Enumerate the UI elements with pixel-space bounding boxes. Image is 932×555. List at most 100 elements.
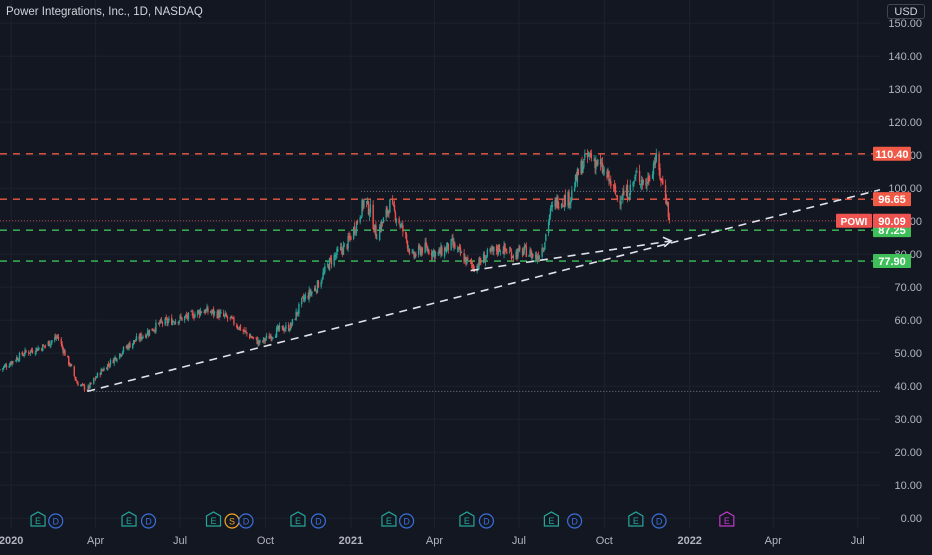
candle-down	[668, 217, 670, 220]
candle-down	[404, 232, 407, 234]
candle-down	[589, 155, 592, 156]
candle-down	[198, 310, 201, 316]
candle-down	[28, 352, 30, 354]
candle-up	[23, 354, 25, 356]
dividend-marker[interactable]: D	[566, 513, 583, 529]
candle-up	[126, 345, 128, 348]
candle-down	[512, 255, 515, 258]
candle-down	[665, 198, 668, 205]
candle-up	[376, 238, 378, 240]
candle-down	[22, 355, 24, 357]
dividend-marker[interactable]: D	[651, 513, 667, 529]
candle-up	[69, 364, 72, 367]
candle-down	[102, 370, 104, 372]
earnings-letter: E	[386, 516, 392, 526]
dividend-marker[interactable]: D	[398, 513, 415, 529]
earnings-marker[interactable]: E	[381, 511, 397, 527]
currency-button[interactable]: USD	[887, 4, 925, 19]
time-tick-label: 2020	[0, 535, 23, 547]
candle-down	[537, 255, 540, 259]
dividend-marker[interactable]: D	[48, 513, 64, 529]
candle-up	[522, 251, 525, 255]
candle-up	[335, 255, 337, 257]
candle-down	[44, 345, 47, 347]
candle-up	[63, 350, 65, 354]
candle-down	[379, 225, 382, 231]
dividend-marker[interactable]: D	[478, 513, 495, 529]
candle-up	[4, 364, 7, 366]
candle-up	[244, 330, 246, 332]
candle-up	[567, 192, 569, 207]
candle-down	[101, 369, 103, 371]
candle-up	[503, 244, 505, 254]
candle-up	[203, 311, 205, 314]
candle-down	[381, 222, 384, 223]
earnings-letter: E	[464, 516, 470, 526]
candle-down	[341, 249, 344, 254]
earnings-marker[interactable]: E	[543, 511, 559, 527]
candle-up	[311, 291, 313, 294]
candle-up	[9, 363, 11, 366]
candle-up	[121, 352, 124, 355]
price-tick-label: 150.00	[888, 18, 922, 30]
candle-down	[239, 325, 242, 331]
symbol-tag	[836, 213, 872, 228]
earnings-marker[interactable]: E	[121, 511, 137, 527]
candle-down	[268, 335, 270, 339]
candle-up	[401, 224, 403, 226]
time-axis[interactable]: 2020 Apr Jul Oct 2021 Apr Jul Oct 2022 Apr Jul	[0, 535, 865, 547]
candle-up	[636, 171, 638, 173]
candle-up	[464, 257, 466, 262]
candle-up	[476, 265, 478, 272]
candle-up	[646, 185, 648, 187]
earnings-marker[interactable]: E	[205, 511, 222, 527]
candle-up	[342, 244, 345, 255]
candle-down	[577, 169, 580, 176]
candle-up	[288, 329, 291, 331]
candle-down	[372, 204, 374, 230]
event-badge	[238, 513, 254, 529]
trend-lines[interactable]	[87, 188, 881, 393]
candle-up	[554, 199, 556, 207]
candle-down	[664, 185, 667, 200]
candle-up	[642, 180, 644, 184]
candle-up	[484, 258, 487, 263]
candle-up	[210, 312, 213, 313]
time-tick-label: Jul	[851, 535, 865, 547]
dividend-marker[interactable]: D	[310, 513, 326, 529]
candle-down	[154, 329, 156, 332]
earnings-marker[interactable]: E	[719, 511, 735, 527]
candle-up	[620, 200, 622, 205]
candle-up	[339, 247, 342, 250]
candle-up	[324, 266, 326, 272]
candle-up	[414, 253, 416, 258]
candle-up	[145, 334, 148, 337]
candle-up	[47, 341, 49, 346]
earnings-badge	[381, 511, 397, 527]
dividend-marker[interactable]: D	[140, 513, 157, 529]
candle-up	[141, 337, 143, 340]
candle-down	[43, 345, 46, 347]
split-marker[interactable]: S	[224, 513, 240, 529]
earnings-marker[interactable]: E	[30, 511, 46, 527]
earnings-marker[interactable]: E	[459, 511, 475, 527]
candle-up	[603, 170, 606, 171]
earnings-marker[interactable]: E	[628, 511, 644, 527]
dividend-marker[interactable]: D	[238, 513, 254, 529]
candle-up	[563, 195, 566, 208]
candle-down	[108, 365, 111, 367]
candle-up	[548, 214, 551, 222]
candle-up	[55, 337, 58, 339]
candle-up	[517, 248, 519, 257]
candle-down	[56, 336, 59, 338]
candle-down	[362, 200, 364, 208]
candle-down	[31, 350, 34, 354]
event-badge	[310, 513, 326, 529]
candle-down	[660, 178, 662, 181]
price-tick-label: 30.00	[894, 414, 922, 426]
earnings-marker[interactable]: E	[290, 511, 306, 527]
candle-up	[8, 365, 10, 368]
